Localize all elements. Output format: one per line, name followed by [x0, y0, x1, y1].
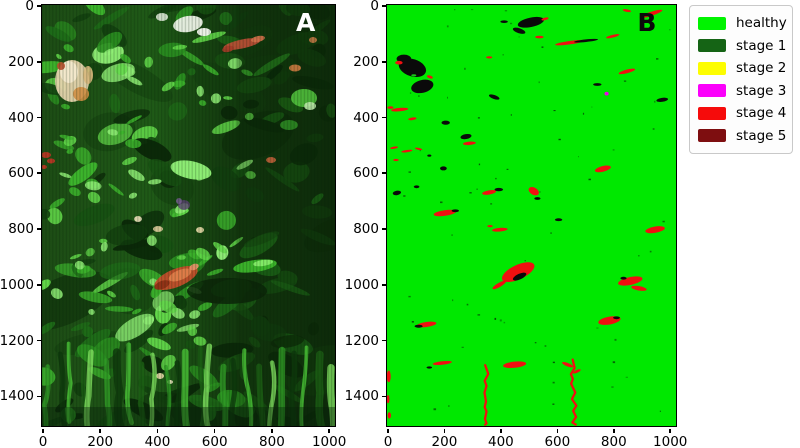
panel-A-ytick-label: 200 — [8, 53, 34, 70]
legend-entry-healthy: healthy — [698, 14, 787, 32]
legend: healthy stage 1 stage 2 stage 3 stage 4 … — [689, 5, 793, 154]
panel-A-ytick-mark — [36, 395, 42, 398]
legend-label-stage-3: stage 3 — [736, 82, 787, 99]
panel-B-xtick-label: 600 — [544, 434, 571, 448]
panel-B-xtick-label: 400 — [488, 434, 514, 448]
panel-B-xtick-label: 1000 — [653, 434, 688, 448]
panel-B-ytick-label: 1200 — [344, 332, 379, 349]
panel-A-ytick-mark — [36, 228, 42, 230]
panel-A-ytick-mark — [36, 172, 42, 175]
panel-B-xtick-mark — [556, 428, 559, 434]
panel-A-ytick-label: 0 — [25, 0, 34, 14]
panel-A-xtick-mark — [156, 428, 159, 434]
panel-B-xtick-mark — [500, 428, 502, 434]
legend-entry-stage-3: stage 3 — [698, 82, 787, 100]
panel-b-label: B — [637, 8, 657, 38]
panel-B-ytick-mark — [381, 228, 387, 230]
legend-swatch-stage-1 — [698, 39, 726, 52]
legend-label-stage-1: stage 1 — [736, 37, 787, 54]
panel-B-ytick-mark — [381, 172, 387, 175]
panel-B-ytick-mark — [381, 60, 387, 63]
panel-b-classification-map — [387, 5, 677, 427]
panel-B-xtick-label: 0 — [383, 434, 393, 448]
panel-A-ytick-label: 1200 — [0, 332, 34, 349]
panel-B-xtick-mark — [669, 428, 672, 434]
panel-b: B — [386, 4, 678, 428]
panel-B-ytick-label: 600 — [353, 165, 379, 182]
panel-A-ytick-label: 1400 — [0, 388, 34, 405]
panel-B-ytick-mark — [381, 284, 387, 286]
legend-swatch-stage-2 — [698, 61, 726, 75]
panel-A-xtick-label: 1000 — [311, 434, 347, 448]
panel-A-xtick-label: 800 — [259, 434, 285, 448]
legend-swatch-healthy — [698, 16, 726, 30]
panel-a-image — [42, 5, 336, 427]
legend-entry-stage-5: stage 5 — [698, 127, 787, 145]
legend-entry-stage-2: stage 2 — [698, 59, 787, 77]
panel-A-xtick-mark — [42, 428, 44, 434]
legend-label-stage-2: stage 2 — [736, 60, 787, 76]
panel-A-xtick-label: 600 — [201, 434, 228, 448]
legend-swatch-stage-3 — [698, 84, 726, 97]
panel-A-ytick-mark — [36, 339, 42, 342]
panel-B-ytick-label: 800 — [353, 221, 379, 238]
panel-B-ytick-label: 1400 — [344, 388, 379, 405]
panel-B-ytick-label: 200 — [353, 53, 379, 70]
panel-A-ytick-mark — [36, 116, 42, 119]
panel-B-ytick-mark — [381, 5, 387, 7]
panel-A-ytick-label: 400 — [8, 109, 34, 126]
legend-entry-stage-4: stage 4 — [698, 104, 787, 122]
panel-a: A — [41, 4, 337, 428]
classification-patches — [387, 9, 669, 419]
legend-label-healthy: healthy — [736, 15, 787, 31]
panel-A-xtick-mark — [271, 428, 273, 434]
legend-label-stage-4: stage 4 — [736, 105, 787, 121]
map-speckles — [402, 9, 671, 413]
panel-A-xtick-mark — [328, 428, 330, 434]
legend-label-stage-5: stage 5 — [736, 127, 787, 144]
stage4-squiggles — [483, 358, 578, 427]
panel-A-ytick-label: 600 — [8, 165, 34, 182]
panel-A-ytick-mark — [36, 60, 42, 63]
panel-A-xtick-label: 200 — [87, 434, 114, 448]
panel-B-xtick-label: 200 — [431, 434, 458, 448]
panel-a-label: A — [296, 8, 316, 38]
panel-B-ytick-mark — [381, 395, 387, 398]
panel-B-xtick-mark — [443, 428, 446, 434]
panel-A-ytick-label: 800 — [8, 221, 34, 238]
panel-A-xtick-label: 0 — [38, 434, 48, 448]
panel-B-ytick-label: 400 — [353, 109, 379, 126]
panel-A-xtick-label: 400 — [144, 434, 171, 448]
panel-B-ytick-label: 1000 — [344, 276, 379, 293]
panel-A-ytick-mark — [36, 5, 42, 7]
panel-A-ytick-mark — [36, 284, 42, 286]
legend-entry-stage-1: stage 1 — [698, 37, 787, 55]
panel-A-ytick-label: 1000 — [0, 276, 34, 293]
panel-A-xtick-mark — [213, 428, 216, 434]
panel-B-xtick-label: 800 — [600, 434, 627, 448]
legend-swatch-stage-4 — [698, 106, 726, 120]
legend-swatch-stage-5 — [698, 129, 726, 142]
panel-B-xtick-mark — [387, 428, 389, 434]
panel-B-ytick-mark — [381, 339, 387, 342]
panel-B-ytick-label: 0 — [370, 0, 379, 14]
panel-B-xtick-mark — [612, 428, 615, 434]
panel-A-xtick-mark — [99, 428, 102, 434]
panel-B-ytick-mark — [381, 116, 387, 119]
